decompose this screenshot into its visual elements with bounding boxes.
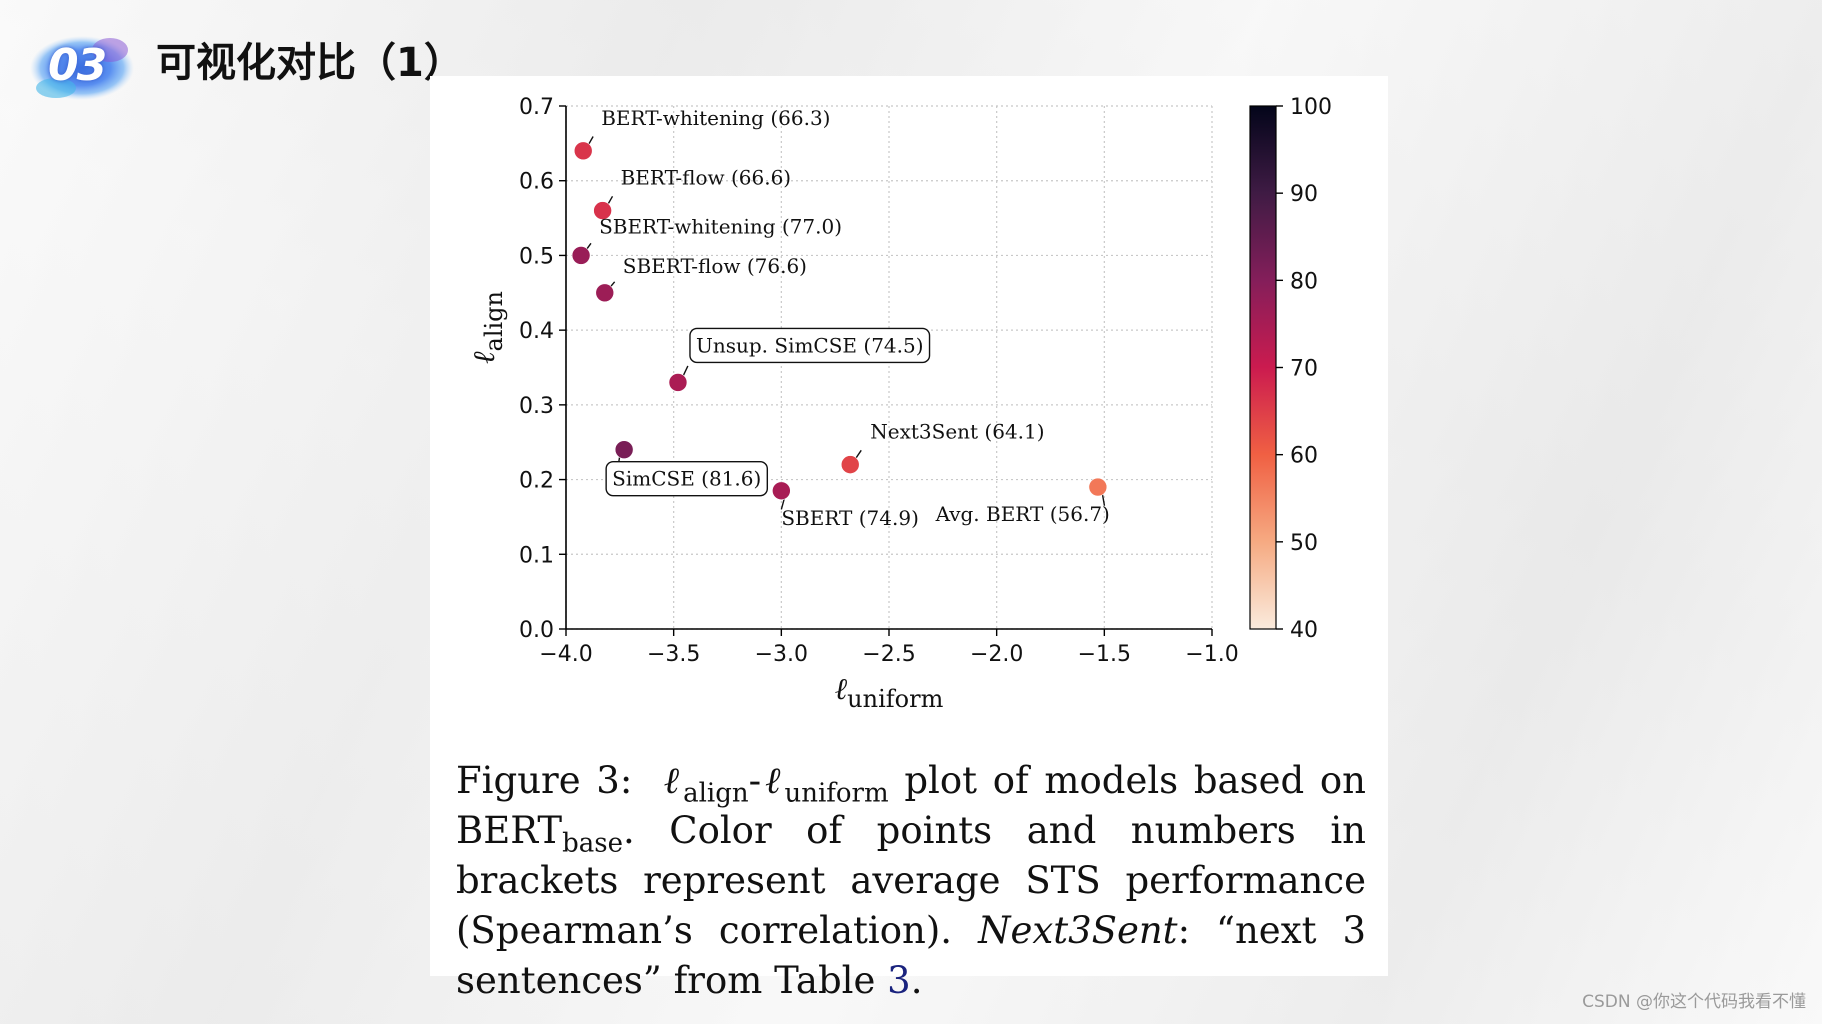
colorbar: 40 50 60 70 80 90 100 <box>1249 95 1332 643</box>
caption-dash: - <box>748 759 762 802</box>
x-tick-label: −2.5 <box>862 642 915 667</box>
page-title: 可视化对比（1） <box>156 40 464 86</box>
data-point <box>668 373 688 392</box>
watermark: CSDN @你这个代码我看不懂 <box>1582 992 1806 1012</box>
colorbar-tick-label: 80 <box>1290 269 1318 294</box>
x-tick-label: −3.0 <box>755 642 808 667</box>
point-label: BERT-whitening (66.3) <box>601 106 830 130</box>
y-tick-label: 0.2 <box>519 469 554 494</box>
caption-uniform-sub: uniform <box>784 778 889 809</box>
point-label: Unsup. SimCSE (74.5) <box>696 333 924 357</box>
point-label: Next3Sent (64.1) <box>870 420 1044 444</box>
colorbar-tick-label: 50 <box>1290 531 1318 556</box>
point-label: SBERT-flow (76.6) <box>623 254 807 278</box>
caption-italic-term: Next3Sent <box>978 909 1178 952</box>
caption-text-3: : “next 3 sentences” from Table <box>456 909 1366 1002</box>
caption-uniform-symbol: ℓ <box>761 759 785 802</box>
colorbar-tick-label: 40 <box>1290 618 1318 643</box>
x-tick-label: −4.0 <box>539 642 592 667</box>
data-point <box>571 246 591 265</box>
scatter-chart: −4.0 −3.5 −3.0 −2.5 −2.0 −1.5 −1.0 0.0 0.1 0.2 0.3… <box>467 95 1332 713</box>
section-number: 03 <box>48 40 107 91</box>
watercolor-splash-icon <box>30 36 134 100</box>
data-point <box>573 141 593 161</box>
x-tick-label: −3.5 <box>647 642 700 667</box>
x-axis-label: ℓuniform <box>835 672 944 713</box>
y-tick-label: 0.0 <box>519 618 554 643</box>
x-tick-label: −2.0 <box>970 642 1023 667</box>
x-tick-label: −1.0 <box>1185 642 1238 667</box>
colorbar-tick-label: 90 <box>1290 182 1318 207</box>
point-label: SBERT (74.9) <box>781 506 919 530</box>
label-box <box>605 460 769 497</box>
y-tick-label: 0.3 <box>519 394 554 419</box>
point-label: SBERT-whitening (77.0) <box>599 214 842 238</box>
colorbar-gradient <box>1249 105 1277 630</box>
x-tick-label: −1.5 <box>1078 642 1131 667</box>
data-point <box>595 283 615 303</box>
caption-align-sub: align <box>683 778 749 809</box>
table-link[interactable]: 3 <box>887 959 911 1002</box>
caption-text-2: . Color of points and numbers in bracket… <box>456 809 1366 952</box>
colorbar-tick-label: 60 <box>1290 444 1318 469</box>
caption-text-4: . <box>910 959 923 1002</box>
point-label: SimCSE (81.6) <box>612 467 761 491</box>
y-axis-label: ℓalign <box>467 291 508 364</box>
caption-figure-label: Figure 3: <box>456 759 633 802</box>
caption-text-1: plot of models based on BERT <box>456 759 1366 852</box>
section-badge: 03 <box>26 30 136 102</box>
figure-card: −4.0 −3.5 −3.0 −2.5 −2.0 −1.5 −1.0 0.0 0.1 0.2 0.3… <box>430 76 1388 1002</box>
colorbar-tick-label: 70 <box>1290 357 1318 382</box>
data-point <box>593 201 612 220</box>
y-tick-label: 0.7 <box>519 95 554 120</box>
point-label: BERT-flow (66.6) <box>621 166 792 190</box>
data-points: BERT-whitening (66.3) BERT-flow (66.6) SBE… <box>571 106 1110 530</box>
point-label: Avg. BERT (56.7) <box>935 502 1110 526</box>
data-point <box>772 481 791 501</box>
data-point <box>840 455 860 474</box>
y-tick-label: 0.4 <box>519 319 554 344</box>
y-tick-label: 0.5 <box>519 244 554 269</box>
data-point <box>1088 477 1108 497</box>
figure-caption: Figure 3: ℓalign-ℓuniform plot of models… <box>456 756 1366 1006</box>
caption-base-sub: base <box>562 828 623 859</box>
colorbar-tick-label: 100 <box>1290 95 1332 120</box>
y-tick-label: 0.1 <box>519 543 554 568</box>
caption-align-symbol: ℓ <box>663 759 684 802</box>
y-tick-label: 0.6 <box>519 170 554 195</box>
data-point <box>614 440 634 459</box>
label-box <box>689 327 931 364</box>
axes: −4.0 −3.5 −3.0 −2.5 −2.0 −1.5 −1.0 0.0 0.1 0.2 0.3… <box>467 95 1239 713</box>
